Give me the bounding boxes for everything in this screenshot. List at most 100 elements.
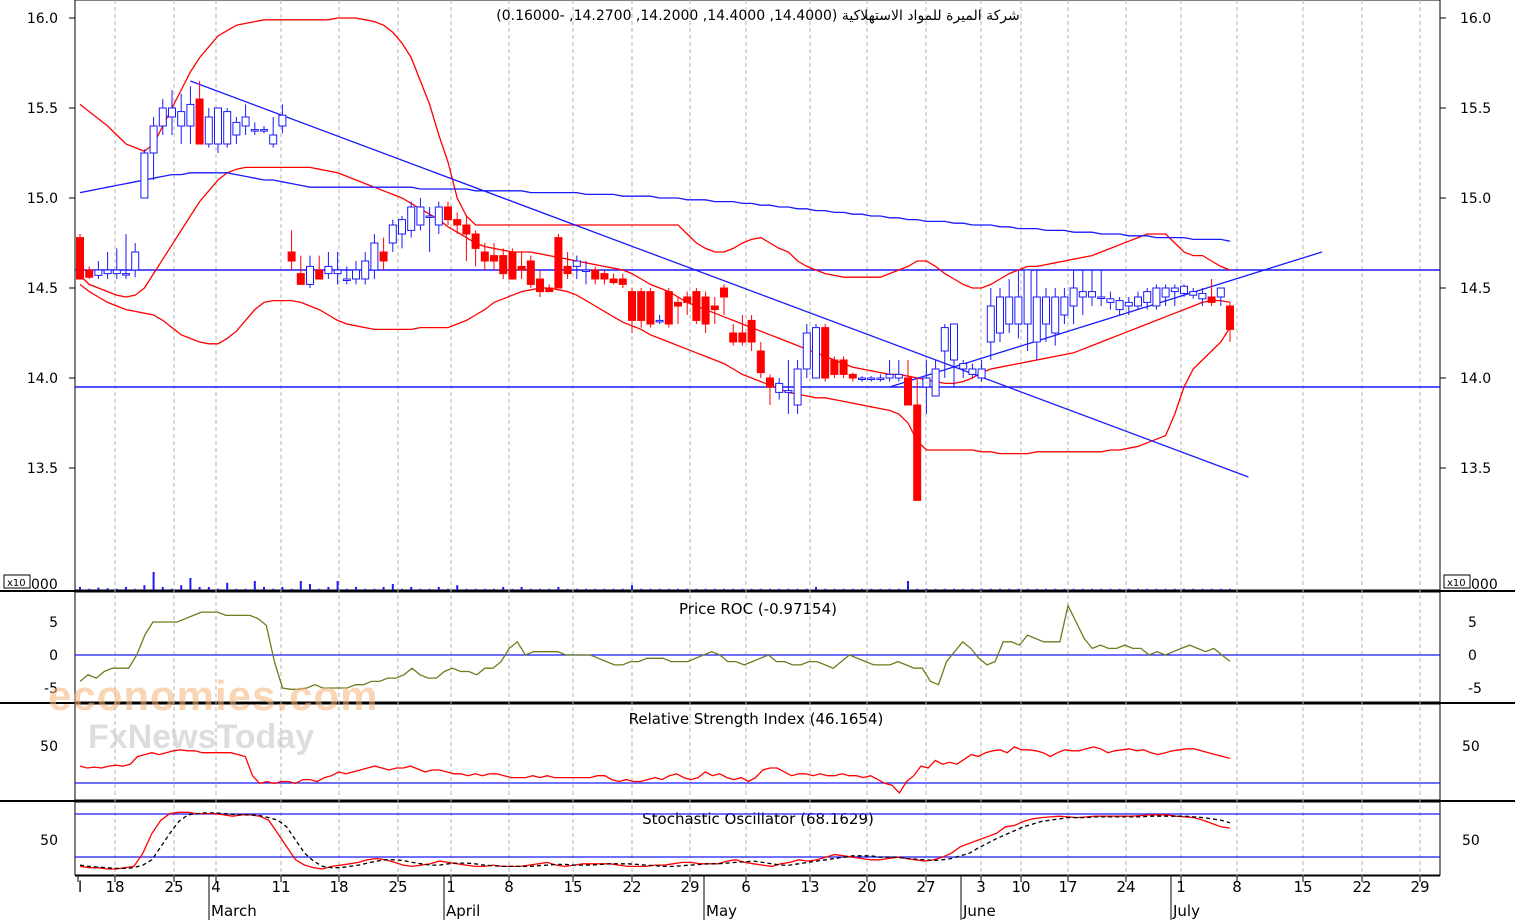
candle-body [1069,287,1078,307]
candle-body [168,107,176,118]
candle-body [747,319,756,343]
y-tick-left: 14.0 [27,371,58,387]
grid-lines [114,0,1421,876]
axes-labels: 16.0 16.0 15.5 15.5 15.0 15.0 14.5 14.5 14.0 14.0… [3,11,1498,920]
candle-body [922,377,931,388]
candle-body [1078,291,1087,298]
candle-body [462,224,471,235]
candle-body [1226,305,1234,330]
candle-body [453,219,462,226]
candle-body [103,269,112,275]
candle-body [729,332,738,343]
candle-body [563,265,572,275]
candle-body [986,305,995,343]
candle-body [370,242,379,271]
y-tick-left: 15.0 [27,191,58,207]
candle-body [398,219,406,235]
month-label: May [706,902,737,920]
candle-body [858,377,866,380]
candle-body [1032,296,1041,343]
candle-body [85,269,94,278]
roc-tick-left: 0 [49,648,58,664]
x-tick-label: 8 [504,878,514,896]
candle-body [379,251,388,262]
roc-tick-right: 0 [1468,648,1477,664]
candle-body [1124,301,1133,307]
candle-body [876,377,885,380]
candle-body [710,305,719,311]
candle-body [471,233,480,249]
candle-body [802,332,811,370]
candle-body [131,251,140,271]
month-label: July [1172,902,1200,920]
x-tick-label: 29 [1410,878,1429,896]
candle-body [140,152,149,199]
y-tick-left: 14.5 [27,281,58,297]
x-tick-label: 22 [622,878,641,896]
candle-body [480,251,489,262]
candle-body [812,327,820,379]
candle-body [306,265,314,285]
candle-body [1189,291,1198,296]
candle-body [1170,287,1179,293]
candle-body [618,278,627,285]
line-middle [79,166,1231,385]
volume-scale-box-left [3,574,31,589]
candle-body [646,291,655,325]
candle-body [1088,291,1096,298]
candle-body [204,116,213,145]
candle-body [830,359,839,375]
y-tick-left: 15.5 [27,101,58,117]
candle-body [591,269,600,280]
candle-body [269,134,278,145]
candle-body [287,251,296,262]
candle-body [352,269,360,280]
candle-body [1023,269,1032,325]
candle-body [186,103,195,127]
rsi-tick-right: 50 [1462,739,1480,755]
x-tick-label: 18 [105,878,124,896]
y-tick-left: 16.0 [27,11,58,27]
roc-line [79,603,1231,690]
candle-body [76,237,84,280]
candle-body [940,327,949,352]
candle-body [839,359,848,375]
candle-body [1051,296,1060,334]
y-tick-right: 15.5 [1460,101,1491,117]
roc-title: Price ROC (-0.97154) [679,600,837,618]
candle-body [1198,292,1207,300]
candle-body [333,269,342,275]
line-lower [79,283,1231,455]
candle-body [278,114,287,127]
month-label: June [962,902,996,920]
candle-body [968,368,977,375]
candle-body [885,373,894,379]
x-tick-label: 17 [1058,878,1077,896]
candle-body [94,269,103,276]
candle-body [1106,298,1115,303]
candle-body [674,301,682,307]
stochastic-K-line [79,811,1231,870]
candle-body [637,291,646,321]
candle-body [232,121,241,136]
x-tick-label: 29 [680,878,699,896]
candle-body [223,111,232,145]
candle-body [1180,285,1188,294]
x-tick-label: 13 [800,878,819,896]
line-upper [79,17,1231,289]
y-tick-right: 14.5 [1460,281,1491,297]
candle-body [407,206,416,231]
candle-body [158,107,167,127]
x-tick-label: 18 [329,878,348,896]
stochastic-panel: Stochastic Oscillator (68.1629) [75,810,1440,870]
candle-body [1216,287,1225,298]
x-tick-label: 24 [1116,878,1135,896]
roc-panel: Price ROC (-0.97154) [75,600,1440,690]
candle-body [214,107,222,145]
candle-body [444,206,452,221]
x-tick-label: 3 [976,878,986,896]
line-ma_long [79,172,1231,242]
candle-body [582,269,590,272]
stoch-tick-left: 50 [40,833,58,849]
